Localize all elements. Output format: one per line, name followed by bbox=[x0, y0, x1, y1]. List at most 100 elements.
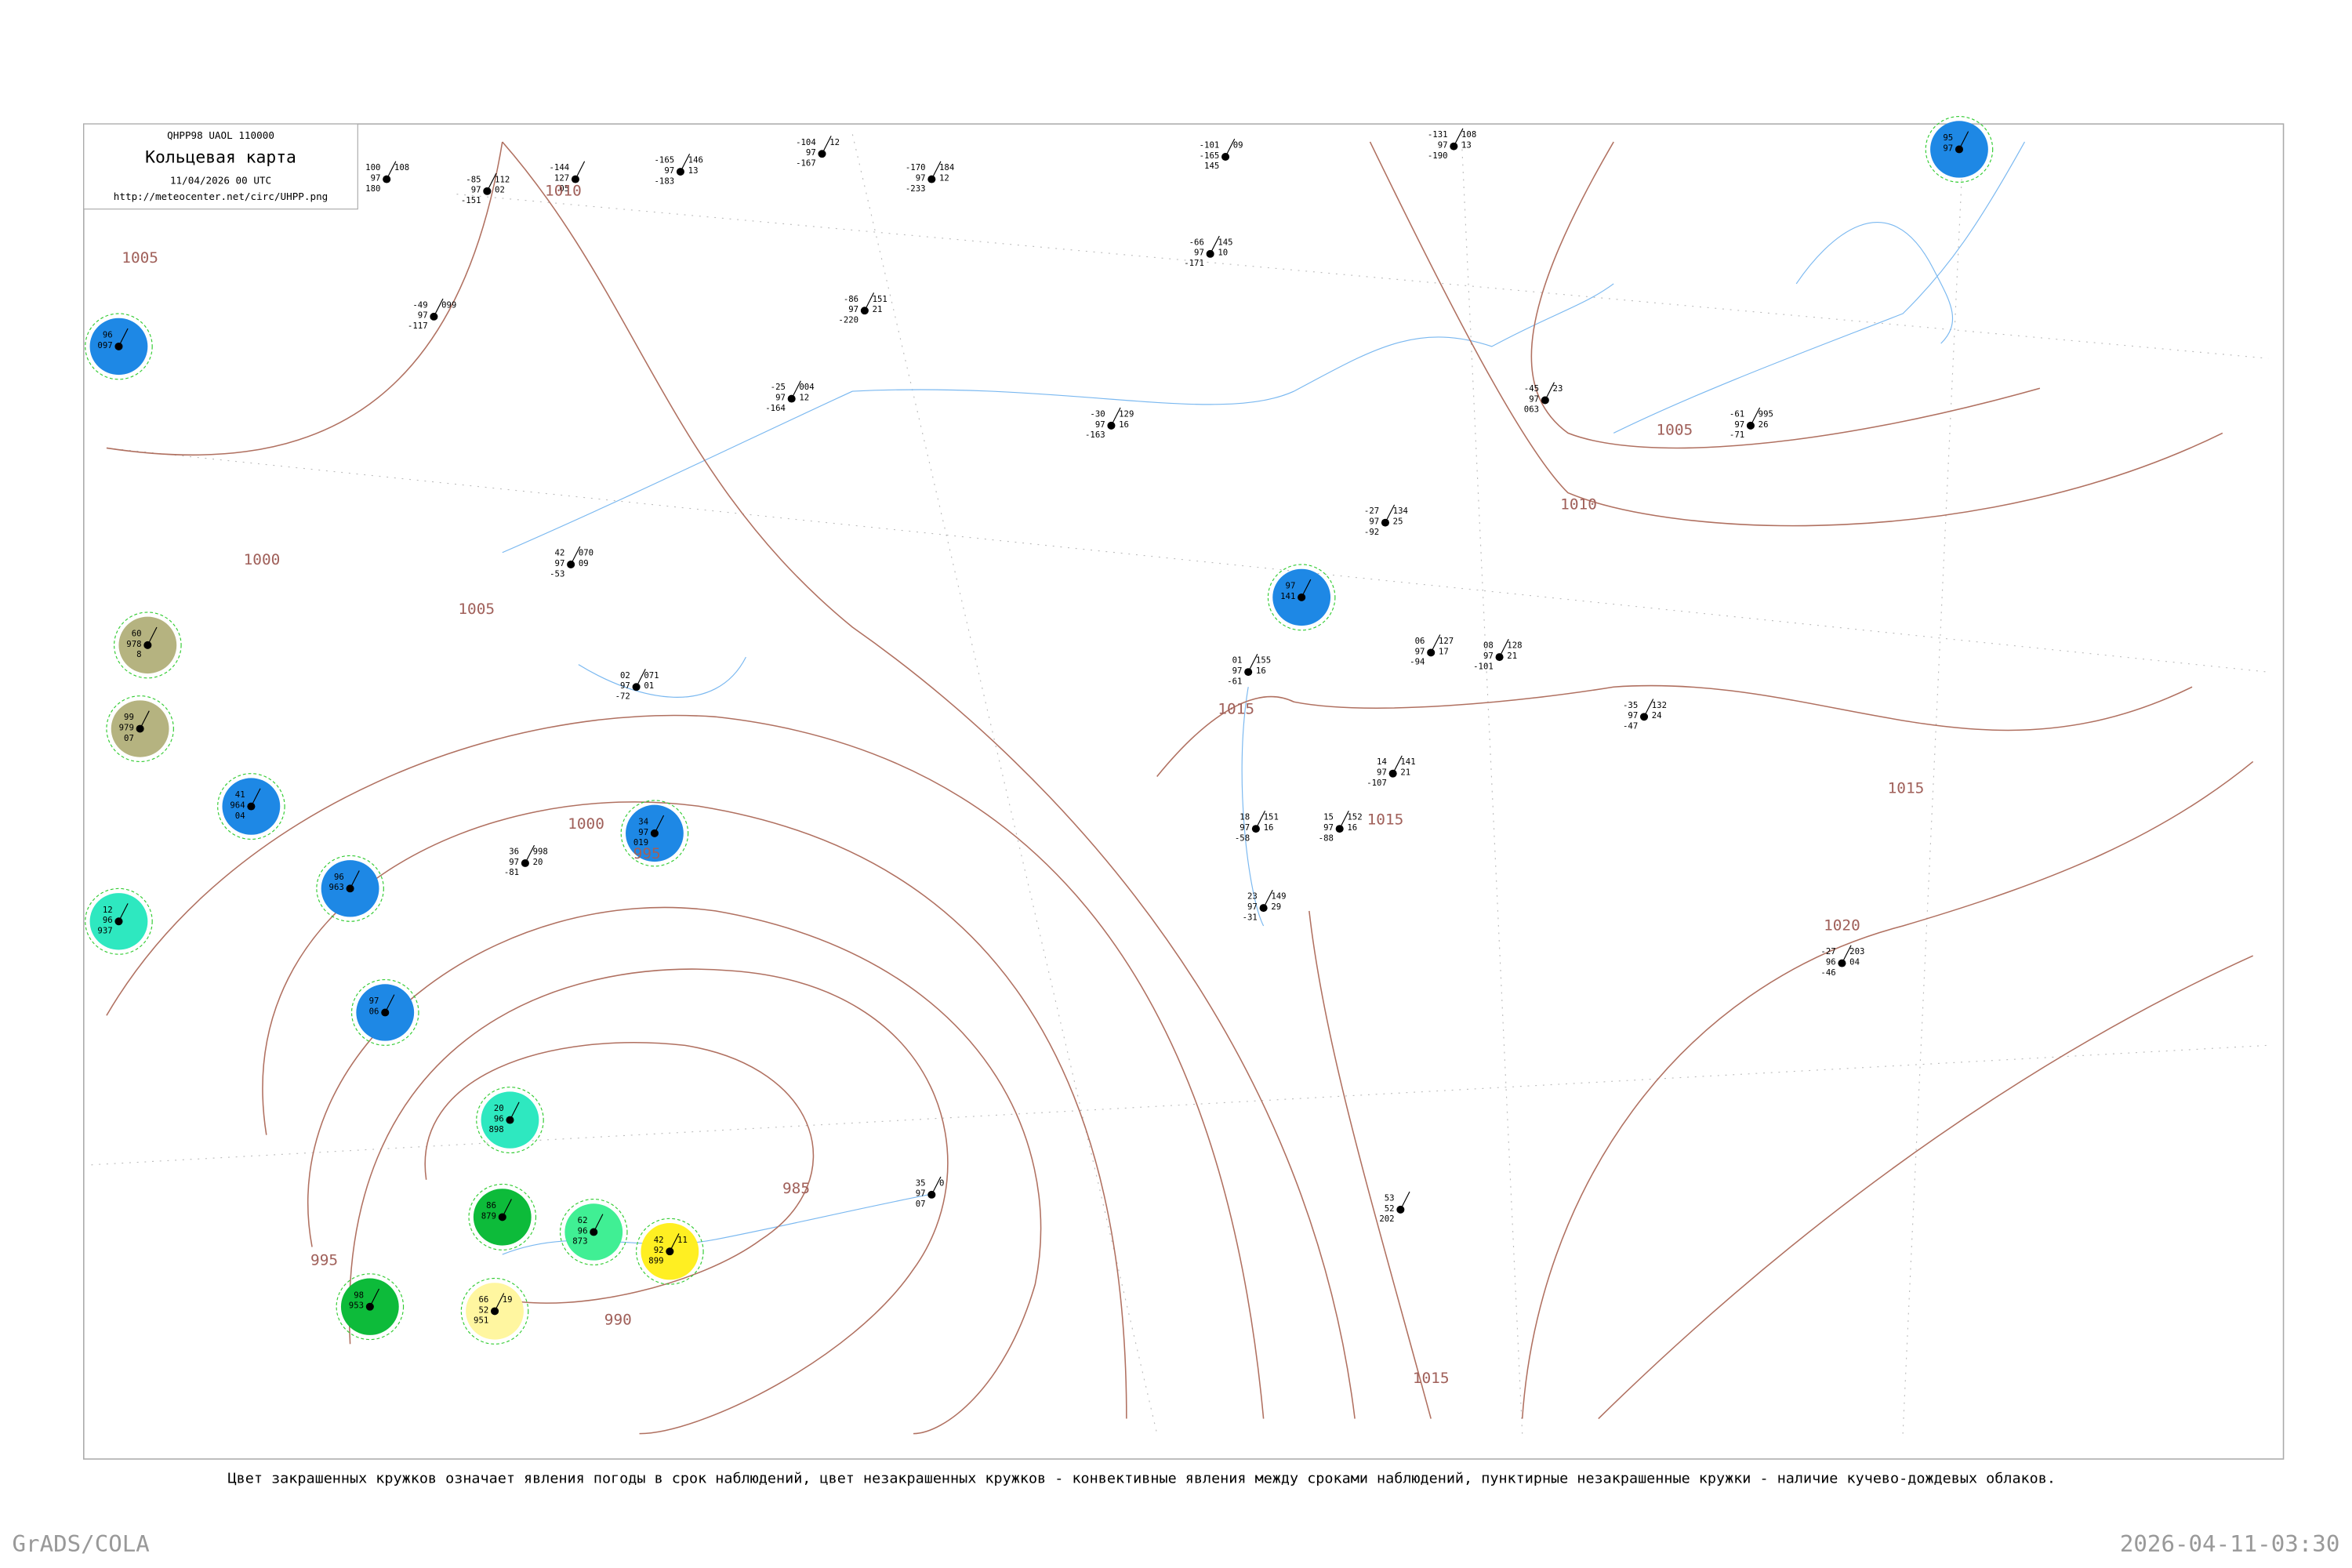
station-value: -117 bbox=[408, 321, 428, 331]
station-value: 13 bbox=[1461, 141, 1472, 151]
station-halo bbox=[350, 978, 419, 1046]
station-value: 0 bbox=[939, 1178, 944, 1188]
isobar-label: 1015 bbox=[1218, 700, 1254, 718]
station-value: 149 bbox=[1271, 892, 1286, 902]
station-value: -61 bbox=[1227, 677, 1242, 686]
wind-barb bbox=[1255, 811, 1266, 829]
isobar-label: 995 bbox=[310, 1251, 338, 1269]
station-value: 53 bbox=[1385, 1194, 1395, 1203]
station-value: 96 bbox=[494, 1115, 504, 1124]
station-value: 97 bbox=[418, 311, 428, 321]
isobar-label: 1015 bbox=[1367, 811, 1404, 829]
station-dot bbox=[498, 1213, 506, 1221]
station-value: 97 bbox=[620, 681, 630, 691]
isobar-labels: 1005101010001005100099598599099510051010… bbox=[122, 182, 1924, 1387]
station-value: 04 bbox=[235, 811, 245, 821]
station-value: 979 bbox=[119, 724, 134, 733]
wind-barb bbox=[669, 1233, 680, 1252]
station-value: 97 bbox=[916, 174, 926, 183]
header-datetime: 11/04/2026 00 UTC bbox=[170, 174, 271, 186]
isobar-label: 1005 bbox=[458, 600, 495, 618]
wind-barb bbox=[1392, 755, 1403, 774]
station-dot bbox=[1259, 904, 1268, 913]
station-value: -167 bbox=[796, 159, 816, 169]
rivers bbox=[502, 141, 2025, 1255]
station-halo bbox=[620, 800, 689, 867]
station-halo bbox=[460, 1277, 529, 1345]
station-value: -85 bbox=[466, 175, 481, 184]
station-value: 62 bbox=[578, 1216, 588, 1225]
isobar-label: 995 bbox=[633, 844, 661, 862]
station-value: 09 bbox=[1233, 141, 1243, 151]
wind-barb bbox=[575, 161, 586, 180]
station-value: -58 bbox=[1235, 833, 1250, 843]
station-halo bbox=[1267, 564, 1336, 631]
station-value: 35 bbox=[916, 1178, 926, 1188]
station-value: 12 bbox=[939, 174, 949, 183]
station-value: 953 bbox=[349, 1301, 364, 1311]
station-value: 100 bbox=[365, 163, 380, 172]
station-value: 879 bbox=[481, 1211, 496, 1221]
station-value: -94 bbox=[1410, 658, 1425, 667]
station-value: 898 bbox=[488, 1125, 503, 1134]
station-value: 12 bbox=[103, 906, 113, 915]
wind-barb bbox=[593, 1214, 604, 1232]
station-dot bbox=[365, 1302, 374, 1311]
station-value: -25 bbox=[771, 383, 786, 392]
station-dot bbox=[666, 1247, 674, 1256]
station-value: -72 bbox=[615, 692, 630, 702]
station-value: 19 bbox=[503, 1295, 513, 1305]
station-value: -165 bbox=[1200, 151, 1220, 161]
station-dot bbox=[247, 802, 256, 811]
isobar-label: 1005 bbox=[1657, 420, 1693, 438]
wind-barb bbox=[1958, 131, 1969, 150]
station-value: 97 bbox=[638, 828, 648, 837]
station-value: 097 bbox=[97, 341, 112, 350]
wind-barb bbox=[1643, 699, 1654, 717]
station-value: 97 bbox=[1240, 823, 1250, 833]
station-value: 180 bbox=[365, 184, 380, 194]
station-value: 899 bbox=[648, 1257, 663, 1266]
stations: 10097180108-8597-15111202-14412705-16597… bbox=[85, 116, 1994, 1345]
station-value: 25 bbox=[1393, 517, 1403, 527]
station-halo bbox=[336, 1273, 405, 1341]
station-value: -190 bbox=[1428, 151, 1448, 161]
isobar-label: 1005 bbox=[122, 249, 158, 267]
station-value: 96 bbox=[334, 873, 344, 882]
station-value: 145 bbox=[1204, 162, 1219, 171]
station-dot bbox=[1396, 1205, 1405, 1214]
station-value: 95 bbox=[1943, 133, 1953, 143]
station-dot bbox=[1495, 653, 1504, 662]
wind-barb bbox=[1385, 504, 1396, 523]
station-halo bbox=[636, 1218, 704, 1285]
station-value: 01 bbox=[644, 681, 654, 691]
station-value: 52 bbox=[1385, 1204, 1395, 1214]
isobar-label: 1020 bbox=[1824, 916, 1860, 935]
isobar-label: 1015 bbox=[1413, 1369, 1450, 1387]
station-value: 099 bbox=[441, 300, 456, 310]
station-value: 97 bbox=[806, 148, 816, 158]
station-value: -86 bbox=[844, 295, 858, 304]
wind-barb bbox=[1210, 235, 1220, 255]
wind-barb bbox=[570, 546, 581, 565]
station-value: -30 bbox=[1090, 410, 1105, 419]
station-value: 063 bbox=[1524, 405, 1539, 415]
station-value: 13 bbox=[688, 166, 699, 176]
station-value: 998 bbox=[533, 848, 548, 857]
station-halo bbox=[217, 773, 285, 840]
station-value: -131 bbox=[1428, 130, 1448, 140]
station-value: -220 bbox=[838, 316, 858, 325]
station-value: 151 bbox=[1264, 813, 1279, 822]
station-value: -53 bbox=[550, 569, 564, 579]
wind-barb bbox=[250, 788, 261, 807]
station-value: 152 bbox=[1347, 813, 1362, 822]
station-value: -144 bbox=[550, 163, 570, 172]
wind-barb bbox=[369, 1288, 380, 1307]
station-dot bbox=[483, 187, 492, 195]
station-value: 127 bbox=[554, 174, 569, 183]
station-value: 16 bbox=[1256, 666, 1266, 676]
station-value: 96 bbox=[103, 331, 113, 340]
station-value: -27 bbox=[1820, 947, 1835, 956]
station-value: 21 bbox=[873, 305, 883, 314]
